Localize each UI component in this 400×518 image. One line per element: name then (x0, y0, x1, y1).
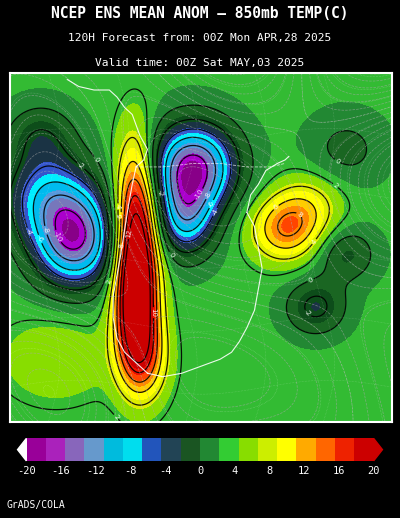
Bar (123, 438, 142, 461)
Text: 0: 0 (197, 466, 203, 476)
Text: -4: -4 (211, 207, 219, 217)
Text: 0: 0 (307, 277, 314, 284)
Text: 4: 4 (310, 238, 318, 245)
Text: 2: 2 (112, 413, 120, 421)
Text: 2: 2 (332, 182, 339, 189)
Text: -16: -16 (52, 466, 70, 476)
Text: -8: -8 (42, 226, 50, 235)
Bar (316, 438, 335, 461)
Bar (84, 438, 104, 461)
Bar (181, 438, 200, 461)
Bar (238, 438, 258, 461)
Text: -12: -12 (86, 466, 105, 476)
Text: 6: 6 (118, 213, 124, 218)
Bar (142, 438, 162, 461)
Text: 8: 8 (266, 466, 273, 476)
Text: 20: 20 (368, 466, 380, 476)
Bar (26, 438, 46, 461)
Text: 10: 10 (150, 308, 156, 317)
Text: 8: 8 (296, 211, 303, 218)
Text: 4: 4 (232, 466, 238, 476)
Text: 6: 6 (272, 204, 280, 211)
Text: -2: -2 (156, 190, 163, 197)
Bar (277, 438, 296, 461)
Bar (296, 438, 316, 461)
Text: -20: -20 (17, 466, 36, 476)
Text: 0: 0 (167, 251, 174, 258)
Bar (200, 438, 219, 461)
Text: 12: 12 (126, 229, 133, 239)
Bar (162, 438, 181, 461)
Text: 8: 8 (119, 243, 125, 249)
Text: -2: -2 (76, 162, 86, 170)
Text: -2: -2 (303, 309, 312, 318)
Text: -8: -8 (124, 466, 137, 476)
Text: 120H Forecast from: 00Z Mon APR,28 2025: 120H Forecast from: 00Z Mon APR,28 2025 (68, 34, 332, 44)
Text: 0: 0 (92, 156, 100, 163)
Text: NCEP ENS MEAN ANOM – 850mb TEMP(C): NCEP ENS MEAN ANOM – 850mb TEMP(C) (51, 7, 349, 21)
Text: 12: 12 (298, 466, 310, 476)
Text: -8: -8 (204, 191, 212, 199)
Bar (104, 438, 123, 461)
Text: 0: 0 (334, 157, 341, 165)
Text: -10: -10 (194, 188, 205, 201)
Bar (258, 438, 277, 461)
Text: -4: -4 (25, 228, 32, 236)
Bar (46, 438, 65, 461)
Bar (354, 438, 374, 461)
Text: -10: -10 (53, 230, 63, 243)
Text: -6: -6 (207, 199, 216, 208)
Text: Valid time: 00Z Sat MAY,03 2025: Valid time: 00Z Sat MAY,03 2025 (95, 58, 305, 68)
Text: 16: 16 (333, 466, 345, 476)
Text: 2: 2 (106, 278, 112, 284)
Text: -6: -6 (36, 235, 44, 243)
Bar (219, 438, 238, 461)
Text: 4: 4 (115, 205, 121, 209)
Bar (65, 438, 84, 461)
FancyArrow shape (18, 438, 26, 461)
FancyArrow shape (374, 438, 382, 461)
Bar (335, 438, 354, 461)
Text: -4: -4 (159, 466, 172, 476)
Text: GrADS/COLA: GrADS/COLA (6, 500, 65, 510)
